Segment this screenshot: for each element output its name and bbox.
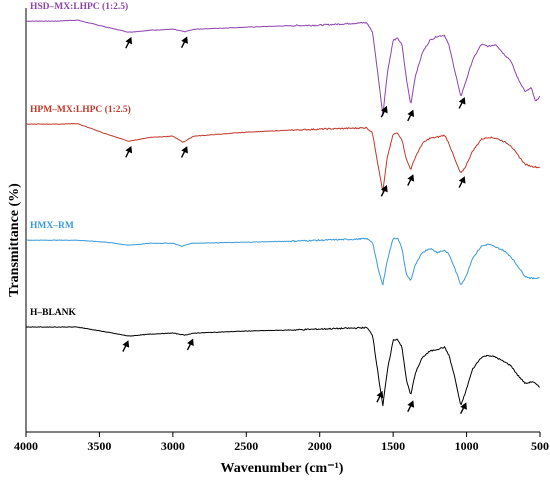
x-tick-label: 500 — [531, 439, 549, 453]
x-tick-label: 3500 — [87, 439, 111, 453]
peak-arrow — [180, 146, 188, 158]
series-label-0: HSD–MX:LHPC (1:2.5) — [30, 1, 128, 12]
series-line-1 — [26, 123, 540, 192]
series-line-3 — [25, 326, 541, 407]
x-axis: 4000 3500 3000 2500 2000 1500 1000 500 — [14, 432, 549, 453]
peak-arrow — [122, 340, 130, 352]
x-tick-label: 3000 — [161, 439, 185, 453]
series-label-1: HPM–MX:LHPC (1:2.5) — [30, 104, 131, 115]
plot-area — [25, 8, 540, 433]
peak-arrow — [186, 338, 194, 351]
peak-arrow — [125, 36, 133, 49]
peak-arrow — [125, 145, 133, 158]
series-line-0 — [26, 19, 541, 116]
peak-arrow — [458, 97, 466, 109]
series-label-2: HMX–RM — [30, 221, 74, 231]
x-axis-title: Wavenumber (cm⁻¹) — [221, 461, 344, 476]
peak-arrow — [380, 105, 388, 118]
peak-arrow — [458, 176, 466, 188]
peak-arrow — [407, 109, 415, 122]
x-tick-label: 2500 — [234, 439, 258, 453]
peak-arrow — [380, 184, 388, 197]
peak-arrow — [407, 174, 415, 186]
series-label-group: HSD–MX:LHPC (1:2.5) HPM–MX:LHPC (1:2.5) HM… — [30, 1, 131, 318]
peak-arrow — [376, 390, 384, 403]
series-group — [25, 19, 541, 407]
peak-arrow — [180, 36, 188, 49]
x-tick-label: 1500 — [381, 439, 405, 453]
x-tick-label: 4000 — [14, 439, 38, 453]
series-line-2 — [25, 237, 540, 286]
peak-arrow — [460, 402, 467, 414]
arrow-group — [122, 36, 467, 414]
y-axis-title: Transmittance (%) — [7, 183, 22, 297]
x-tick-label: 2000 — [308, 439, 332, 453]
series-label-3: H–BLANK — [30, 308, 77, 318]
peak-arrow — [407, 400, 415, 412]
x-tick-label: 1000 — [455, 439, 479, 453]
